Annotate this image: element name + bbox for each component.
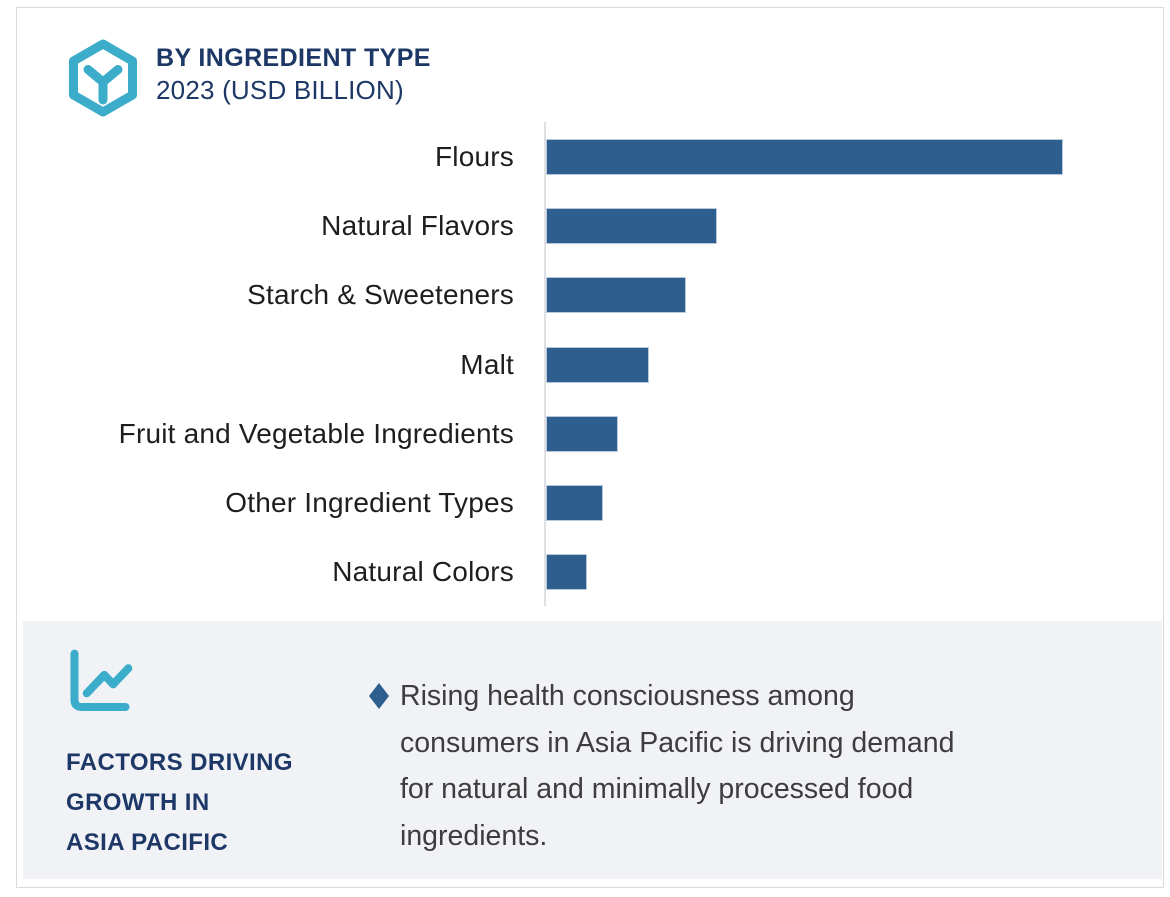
bar-row: Other Ingredient Types bbox=[17, 468, 1165, 537]
line-chart-icon bbox=[70, 649, 133, 711]
category-label: Starch & Sweeteners bbox=[247, 279, 514, 311]
bar bbox=[546, 346, 650, 383]
bar-track bbox=[546, 554, 1165, 591]
chart-subtitle: 2023 (USD BILLION) bbox=[156, 75, 404, 105]
category-label: Fruit and Vegetable Ingredients bbox=[118, 417, 514, 449]
bar-track bbox=[546, 485, 1165, 522]
factor-bullet-item: Rising health consciousness among consume… bbox=[369, 673, 1120, 859]
bar-track bbox=[546, 346, 1165, 383]
diamond-bullet-icon bbox=[369, 683, 389, 709]
bar-track bbox=[546, 138, 1165, 175]
bar-row: Malt bbox=[17, 330, 1165, 399]
factors-heading: FACTORS DRIVING GROWTH IN ASIA PACIFIC bbox=[66, 749, 293, 856]
category-label: Malt bbox=[460, 348, 514, 380]
bar-row: Natural Flavors bbox=[17, 191, 1165, 260]
bar-row: Fruit and Vegetable Ingredients bbox=[17, 399, 1165, 468]
bar bbox=[546, 485, 603, 522]
hexagon-y-icon bbox=[69, 39, 137, 117]
bar bbox=[546, 415, 619, 452]
bar-track bbox=[546, 277, 1165, 314]
y-axis-line bbox=[544, 122, 546, 606]
infographic-card: BY INGREDIENT TYPE 2023 (USD BILLION) Fl… bbox=[16, 7, 1164, 888]
bar bbox=[546, 277, 686, 314]
bar-row: Flours bbox=[17, 122, 1165, 191]
chart-title: BY INGREDIENT TYPE bbox=[156, 44, 431, 72]
bar bbox=[546, 207, 717, 244]
bar bbox=[546, 554, 588, 591]
bar-row: Starch & Sweeteners bbox=[17, 261, 1165, 330]
category-label: Natural Colors bbox=[332, 556, 514, 588]
bar-track bbox=[546, 415, 1165, 452]
chart-header: BY INGREDIENT TYPE 2023 (USD BILLION) bbox=[156, 42, 431, 107]
category-label: Natural Flavors bbox=[321, 209, 514, 241]
category-label: Flours bbox=[435, 140, 514, 172]
bar-chart-rows: Flours Natural Flavors Starch & Sweetene… bbox=[17, 122, 1165, 607]
bar-track bbox=[546, 207, 1165, 244]
category-label: Other Ingredient Types bbox=[225, 487, 514, 519]
bar-chart: Flours Natural Flavors Starch & Sweetene… bbox=[17, 122, 1165, 608]
factors-panel: FACTORS DRIVING GROWTH IN ASIA PACIFIC Ris… bbox=[23, 621, 1162, 879]
factor-bullet-text: Rising health consciousness among consume… bbox=[400, 680, 955, 852]
bar bbox=[546, 138, 1063, 175]
bar-row: Natural Colors bbox=[17, 538, 1165, 607]
